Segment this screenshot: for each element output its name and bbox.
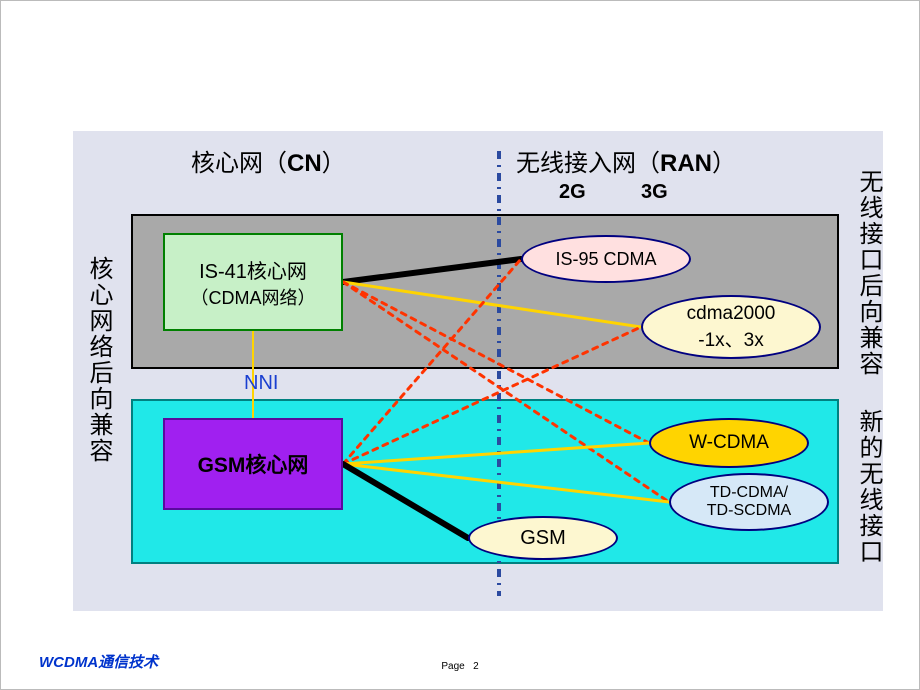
footer-page: Page 2 [441, 661, 478, 672]
footer-page-num: 2 [473, 661, 479, 672]
node-gsm: GSM [468, 516, 618, 560]
node-gsm-core: GSM核心网 [163, 418, 343, 510]
node-wcdma: W-CDMA [649, 418, 809, 468]
side-label-right-top: 无线接口后向兼容 [851, 169, 886, 377]
footer-page-label: Page [441, 661, 464, 672]
node-is95: IS-95 CDMA [521, 235, 691, 283]
header-ran: 无线接入网（RAN） [516, 143, 736, 178]
node-cdma2000: cdma2000-1x、3x [641, 295, 821, 359]
header-3g: 3G [641, 181, 668, 204]
fade-top [1, 1, 919, 111]
label-nni: NNI [244, 372, 278, 395]
header-2g: 2G [559, 181, 586, 204]
side-label-left: 核心网络后向兼容 [81, 256, 116, 464]
node-tdcdma: TD-CDMA/TD-SCDMA [669, 473, 829, 531]
header-cn: 核心网（CN） [191, 143, 346, 178]
node-is41-core: IS-41核心网（CDMA网络） [163, 233, 343, 331]
slide: 核心网（CN） 无线接入网（RAN） 2G 3G 核心网络后向兼容 无线接口后向… [0, 0, 920, 690]
side-label-right-bottom: 新的无线接口 [851, 409, 886, 565]
footer-title: WCDMA通信技术 [39, 651, 158, 672]
